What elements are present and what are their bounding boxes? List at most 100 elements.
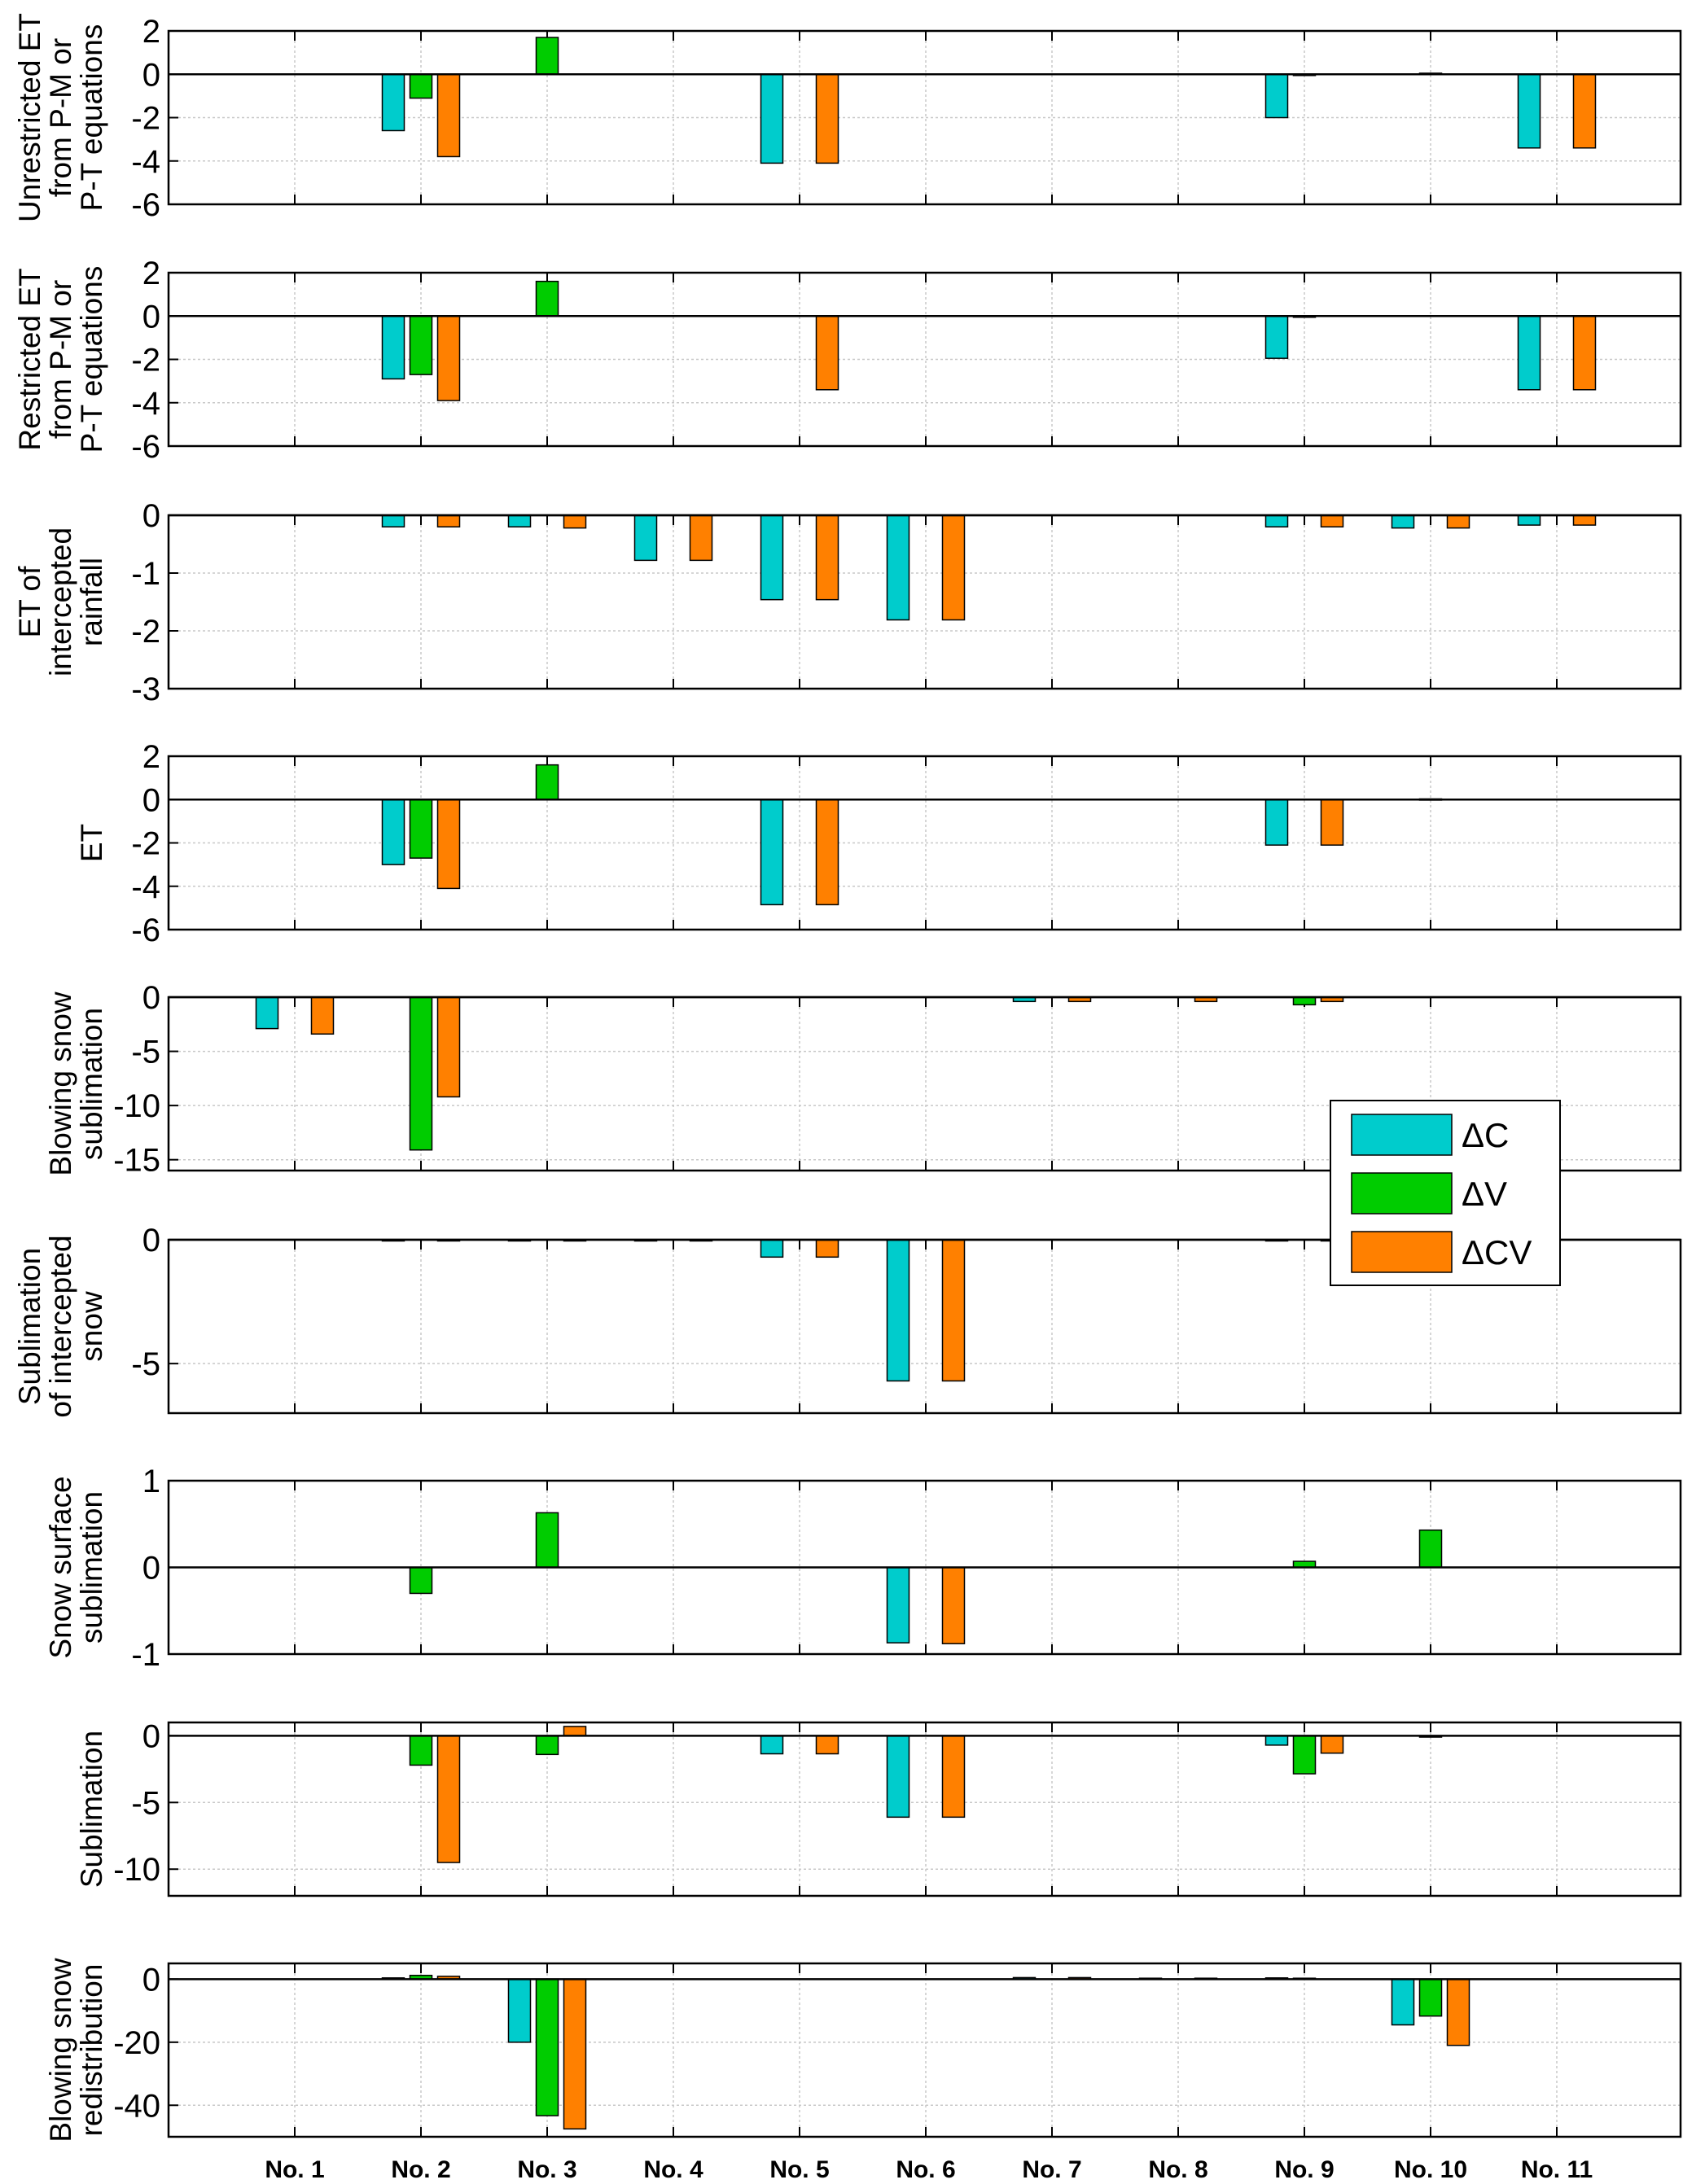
y-tick-label: -4 — [131, 144, 160, 180]
bar-ΔCV-No6 — [941, 1239, 966, 1382]
bar-ΔV-No3 — [535, 1512, 559, 1569]
bar-ΔC-No11 — [1517, 315, 1541, 391]
bar-ΔCV-No6 — [941, 1566, 966, 1644]
axes-frame — [167, 514, 1682, 690]
bar-ΔV-No2 — [409, 1735, 433, 1766]
y-tick-label: -6 — [131, 187, 160, 223]
bar-ΔCV-No11 — [1572, 514, 1597, 526]
bar-ΔC-No2 — [381, 514, 405, 527]
y-axis-label: redistribution — [75, 1964, 108, 2137]
bar-ΔV-No2 — [409, 1566, 433, 1595]
y-tick-label: -4 — [131, 869, 160, 905]
bar-ΔC-No3 — [507, 1978, 532, 2043]
x-tick-label: No. 10 — [1394, 2156, 1467, 2183]
y-tick-label: -4 — [131, 386, 160, 422]
y-axis-label: Blowing snow — [44, 991, 77, 1176]
y-axis-label: Sublimation — [13, 1248, 46, 1405]
legend-swatch — [1351, 1231, 1453, 1273]
y-axis-label: P-T equations — [75, 24, 108, 212]
x-tick-label: No. 7 — [1022, 2156, 1081, 2183]
y-tick-label: 0 — [142, 57, 160, 93]
legend-swatch — [1351, 1114, 1453, 1156]
bar-ΔCV-No9 — [1320, 799, 1344, 846]
panel-8: -10 -5 0 Sublimation — [75, 1718, 1682, 1897]
y-axis-label: intercepted — [44, 527, 77, 676]
bar-ΔC-No10 — [1391, 1978, 1415, 2026]
y-tick-label: -5 — [131, 1035, 160, 1070]
y-axis-label: rainfall — [75, 558, 108, 646]
y-tick-label: 1 — [142, 1464, 160, 1499]
x-tick-label: No. 5 — [769, 2156, 829, 2183]
panel-4: -6 -4 -2 0 2 ET — [75, 739, 1682, 948]
bar-ΔCV-No9 — [1320, 1735, 1344, 1754]
y-tick-label: -1 — [131, 1637, 160, 1673]
legend-swatch — [1351, 1172, 1453, 1215]
bar-ΔCV-No5 — [815, 514, 839, 601]
bar-ΔC-No4 — [633, 514, 658, 562]
y-axis-label: Unrestricted ET — [13, 13, 46, 222]
bar-ΔV-No2 — [409, 73, 433, 99]
x-tick-label: No. 1 — [265, 2156, 324, 2183]
bar-ΔCV-No3 — [563, 1978, 587, 2130]
y-axis-label: snow — [75, 1291, 108, 1362]
bar-ΔV-No3 — [535, 280, 559, 317]
bar-ΔCV-No4 — [689, 514, 713, 562]
y-tick-label: 0 — [142, 1223, 160, 1258]
bar-ΔC-No5 — [760, 799, 784, 906]
bar-ΔV-No2 — [409, 996, 433, 1151]
axes-frame — [167, 1238, 1682, 1415]
x-tick-label: No. 3 — [517, 2156, 576, 2183]
y-axis-label: from P-M or — [44, 280, 77, 439]
y-axis-label: Sublimation — [75, 1731, 108, 1888]
bar-ΔC-No2 — [381, 315, 405, 380]
bar-ΔV-No10 — [1418, 1529, 1443, 1569]
y-tick-label: 0 — [142, 1718, 160, 1754]
y-tick-label: -6 — [131, 429, 160, 465]
bar-ΔV-No2 — [409, 799, 433, 859]
bar-ΔC-No9 — [1264, 514, 1289, 527]
y-tick-label: -2 — [131, 826, 160, 862]
bar-ΔCV-No5 — [815, 1735, 839, 1755]
axes-frame — [167, 1962, 1682, 2138]
bar-ΔCV-No10 — [1446, 514, 1470, 529]
bar-ΔCV-No2 — [436, 799, 461, 890]
bar-ΔV-No10 — [1418, 1978, 1443, 2017]
bar-ΔV-No9 — [1292, 1735, 1317, 1775]
bar-ΔC-No9 — [1264, 799, 1289, 846]
y-tick-label: -15 — [113, 1143, 160, 1179]
bar-ΔC-No10 — [1391, 514, 1415, 529]
x-tick-label: No. 8 — [1148, 2156, 1207, 2183]
bar-ΔCV-No9 — [1320, 514, 1344, 527]
bar-ΔC-No11 — [1517, 73, 1541, 149]
bar-ΔC-No9 — [1264, 315, 1289, 359]
bar-ΔCV-No1 — [310, 996, 335, 1035]
bar-ΔC-No1 — [255, 996, 279, 1030]
y-tick-label: -2 — [131, 101, 160, 137]
bar-ΔCV-No2 — [436, 73, 461, 158]
bar-ΔV-No9 — [1292, 996, 1317, 1006]
y-tick-label: 0 — [142, 980, 160, 1016]
bar-ΔCV-No2 — [436, 514, 461, 527]
y-axis-label: P-T equations — [75, 266, 108, 453]
bar-ΔV-No3 — [535, 1735, 559, 1756]
y-axis-label: Restricted ET — [13, 268, 46, 450]
bar-ΔC-No6 — [886, 1566, 910, 1643]
x-tick-label: No. 11 — [1521, 2156, 1593, 2183]
x-tick-label: No. 4 — [643, 2156, 703, 2183]
y-tick-label: -5 — [131, 1785, 160, 1821]
bar-ΔC-No5 — [760, 1735, 784, 1755]
y-axis-label: ET — [75, 824, 108, 862]
bar-ΔC-No2 — [381, 799, 405, 865]
y-tick-label: 2 — [142, 739, 160, 775]
y-tick-label: 2 — [142, 256, 160, 291]
y-tick-label: -20 — [113, 2025, 160, 2061]
bar-ΔCV-No5 — [815, 73, 839, 164]
bar-ΔCV-No2 — [436, 315, 461, 401]
bar-ΔCV-No5 — [815, 799, 839, 906]
x-tick-label: No. 2 — [391, 2156, 450, 2183]
bar-ΔV-No3 — [535, 1978, 559, 2116]
y-tick-label: 2 — [142, 14, 160, 50]
